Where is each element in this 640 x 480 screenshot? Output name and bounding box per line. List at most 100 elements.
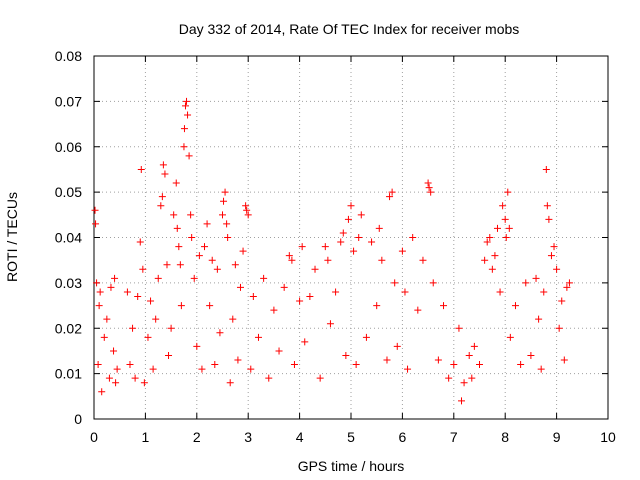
data-point <box>165 351 173 359</box>
data-point <box>201 243 209 251</box>
x-tick-label: 10 <box>600 429 616 445</box>
data-point <box>95 302 103 310</box>
data-point <box>211 361 219 369</box>
data-point <box>506 333 514 341</box>
data-point <box>324 256 332 264</box>
data-point <box>316 374 324 382</box>
y-tick-label: 0.03 <box>55 275 82 291</box>
data-point <box>450 361 458 369</box>
data-point <box>298 243 306 251</box>
data-point <box>386 193 394 201</box>
data-point <box>203 220 211 228</box>
data-point <box>285 252 293 260</box>
x-tick-label: 0 <box>90 429 98 445</box>
data-point <box>152 315 160 323</box>
data-point <box>144 333 152 341</box>
data-point <box>440 302 448 310</box>
data-point <box>342 351 350 359</box>
data-point <box>496 288 504 296</box>
data-point <box>137 165 145 173</box>
data-point <box>375 224 383 232</box>
data-point <box>170 211 178 219</box>
data-point <box>103 315 111 323</box>
x-tick-label: 2 <box>193 429 201 445</box>
data-point <box>339 229 347 237</box>
data-point <box>260 274 268 282</box>
data-point <box>355 234 363 241</box>
data-point <box>244 211 252 219</box>
data-point <box>221 188 229 196</box>
data-point <box>352 361 360 369</box>
data-point <box>445 374 453 382</box>
data-point <box>98 388 106 396</box>
data-point <box>188 234 196 241</box>
data-point <box>134 292 142 300</box>
axis-ticks: 0 1 2 3 4 5 6 7 8 9 10 0 0.01 0.02 0.03 0.04 0.05 0.06 0.0… <box>55 48 616 445</box>
data-point <box>247 365 255 373</box>
data-point <box>229 315 237 323</box>
data-point <box>522 279 530 287</box>
data-point <box>224 234 232 241</box>
data-point <box>249 292 257 300</box>
data-point <box>543 202 551 210</box>
data-point <box>545 215 553 223</box>
data-point <box>542 165 550 173</box>
data-point <box>129 324 137 332</box>
data-point <box>193 342 201 350</box>
data-point <box>270 306 278 314</box>
data-point <box>393 342 401 350</box>
data-point <box>502 234 510 241</box>
data-point <box>96 288 104 296</box>
data-point <box>208 256 216 264</box>
data-point <box>167 324 175 332</box>
data-point <box>94 361 102 369</box>
data-point <box>429 279 437 287</box>
y-tick-label: 0.08 <box>55 48 82 64</box>
data-point <box>470 342 478 350</box>
data-point <box>154 274 162 282</box>
data-point <box>434 356 442 364</box>
data-point <box>139 265 147 273</box>
data-point <box>555 324 563 332</box>
y-tick-label: 0.01 <box>55 366 82 382</box>
data-point <box>321 243 329 251</box>
data-point <box>427 188 435 196</box>
data-point <box>107 283 115 291</box>
data-point <box>414 306 422 314</box>
x-tick-label: 5 <box>347 429 355 445</box>
data-point <box>216 329 224 337</box>
data-point <box>527 351 535 359</box>
data-point <box>499 202 507 210</box>
data-point <box>158 193 166 201</box>
data-point <box>280 283 288 291</box>
data-point <box>242 202 250 210</box>
chart-title: Day 332 of 2014, Rate Of TEC Index for r… <box>179 21 520 37</box>
data-point <box>100 333 108 341</box>
data-point <box>110 347 118 355</box>
x-tick-label: 9 <box>553 429 561 445</box>
y-tick-label: 0.04 <box>55 230 82 246</box>
data-point <box>306 292 314 300</box>
data-point <box>491 252 499 260</box>
data-point <box>468 374 476 382</box>
data-point <box>190 274 198 282</box>
x-tick-label: 4 <box>296 429 304 445</box>
data-point <box>362 333 370 341</box>
data-point <box>332 288 340 296</box>
data-point <box>111 274 119 282</box>
data-point <box>458 397 466 405</box>
data-point <box>532 274 540 282</box>
x-tick-label: 8 <box>501 429 509 445</box>
data-point <box>180 125 188 133</box>
data-point <box>486 234 494 241</box>
data-point <box>173 224 181 232</box>
data-point <box>563 283 571 291</box>
data-point <box>383 356 391 364</box>
data-point <box>553 265 561 273</box>
data-point <box>488 265 496 273</box>
y-tick-label: 0.07 <box>55 93 82 109</box>
data-point <box>147 297 155 305</box>
data-point <box>517 361 525 369</box>
data-point <box>493 224 501 232</box>
